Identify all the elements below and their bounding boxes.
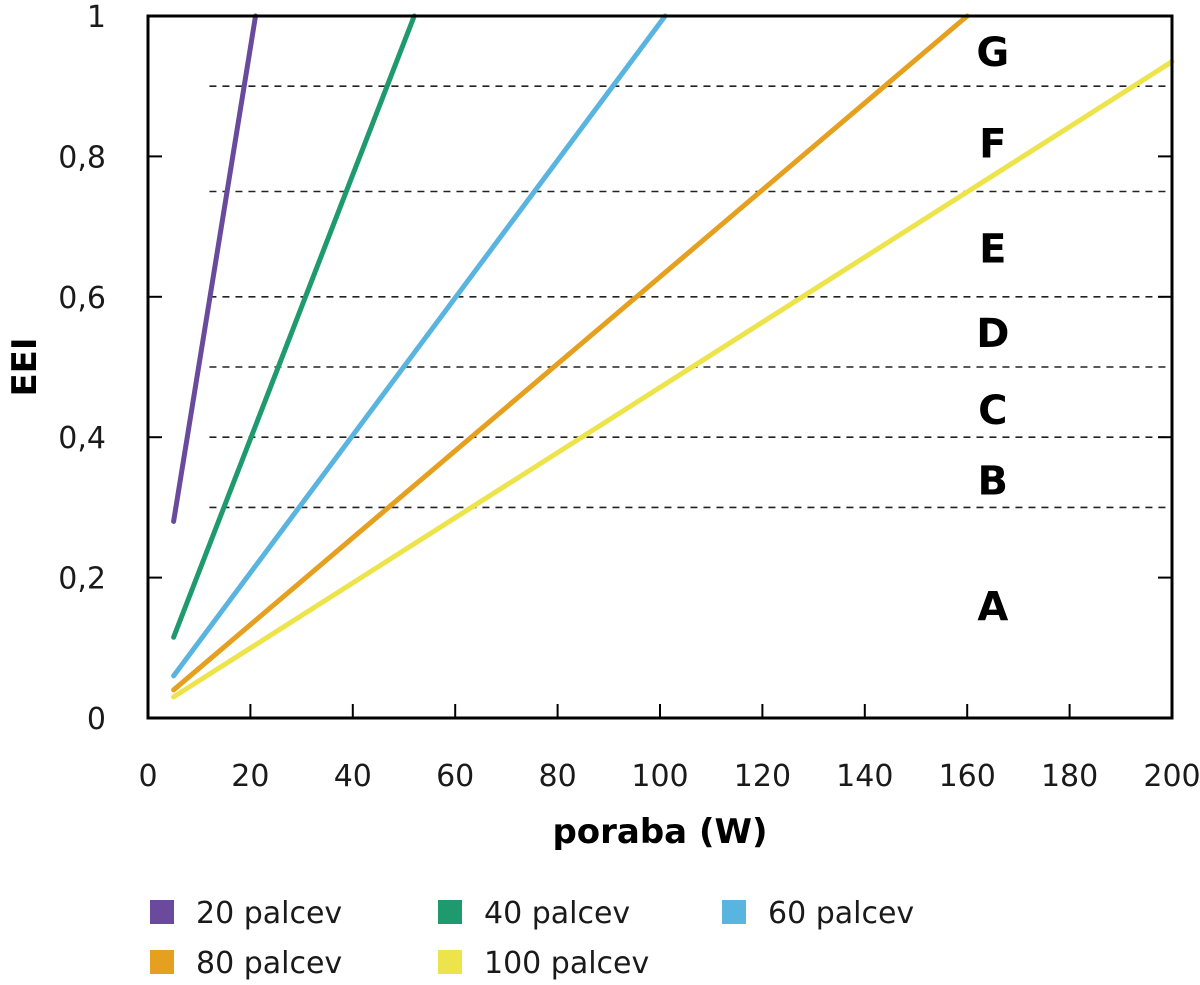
x-tick-label-9: 180 (1041, 759, 1098, 794)
legend-label-2: 40 palcev (484, 896, 630, 931)
legend-label-1: 20 palcev (196, 896, 342, 931)
legend-swatch-1 (150, 900, 174, 924)
class-label-b: B (978, 458, 1009, 504)
x-tick-label-1: 20 (231, 759, 269, 794)
legend: 20 palcev 40 palcev 60 palcev 80 palcev 100 … (150, 896, 914, 981)
x-tick-label-4: 80 (539, 759, 577, 794)
legend-swatch-3 (722, 900, 746, 924)
x-tick-label-3: 60 (436, 759, 474, 794)
series-line-4 (171, 13, 970, 693)
legend-label-5: 100 palcev (484, 946, 649, 981)
class-label-f: F (979, 121, 1006, 167)
legend-swatch-4 (150, 950, 174, 974)
x-axis-title: poraba (W) (552, 812, 767, 852)
class-label-c: C (978, 388, 1007, 434)
x-tick-label-0: 0 (138, 759, 157, 794)
y-tick-label-4: 0,8 (58, 140, 106, 175)
y-tick-label-2: 0,4 (58, 421, 106, 456)
series-line-5 (171, 59, 1175, 700)
series-line-3 (171, 13, 668, 679)
x-tick-label-6: 120 (734, 759, 791, 794)
legend-swatch-5 (438, 950, 462, 974)
y-axis-title: EEI (5, 337, 45, 396)
class-label-e: E (979, 227, 1006, 273)
legend-swatch-2 (438, 900, 462, 924)
x-tick-label-2: 40 (334, 759, 372, 794)
class-label-d: D (976, 311, 1009, 357)
series-line-1 (171, 13, 259, 524)
axis-ticks (148, 155, 1172, 718)
legend-label-4: 80 palcev (196, 946, 342, 981)
y-tick-labels: 0 0,2 0,4 0,6 0,8 1 (58, 0, 106, 737)
y-tick-label-3: 0,6 (58, 281, 106, 316)
x-tick-label-7: 140 (836, 759, 893, 794)
class-label-g: G (976, 30, 1009, 76)
x-tick-label-5: 100 (631, 759, 688, 794)
series-line-2 (171, 13, 417, 640)
y-tick-label-0: 0 (87, 702, 106, 737)
x-tick-labels: 0 20 40 60 80 100 120 140 160 180 200 (138, 759, 1200, 794)
legend-label-3: 60 palcev (768, 896, 914, 931)
x-tick-label-8: 160 (939, 759, 996, 794)
x-tick-label-10: 200 (1143, 759, 1200, 794)
y-tick-label-1: 0,2 (58, 562, 106, 597)
series-lines (171, 13, 1175, 700)
class-label-a: A (977, 585, 1008, 631)
y-tick-label-5: 1 (87, 0, 106, 35)
class-boundary-lines (209, 85, 1172, 509)
